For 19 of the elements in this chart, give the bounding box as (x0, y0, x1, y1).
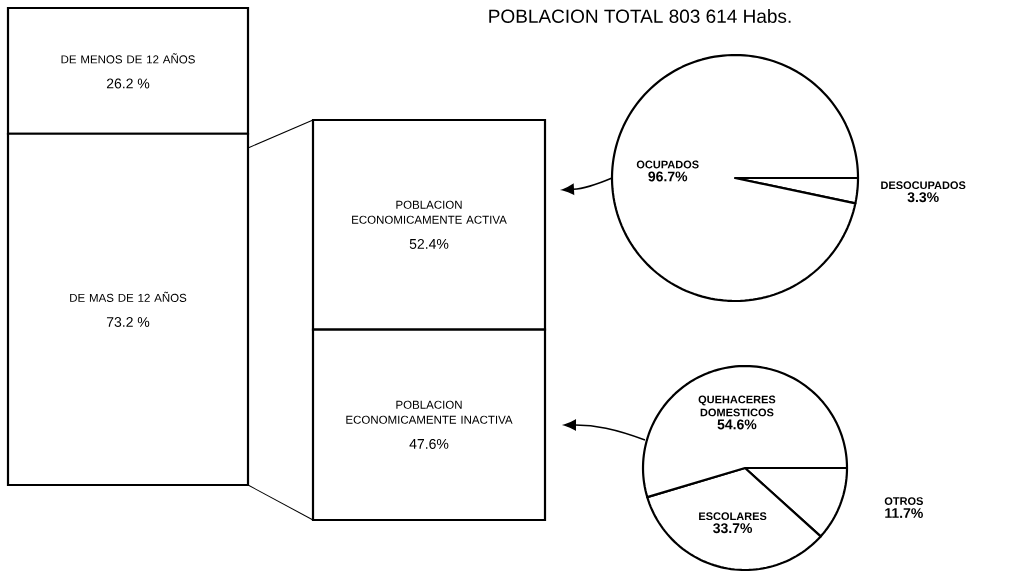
data-label: 3.3% (907, 192, 939, 203)
data-label: 96.7% (648, 171, 688, 182)
slice-label: QUEHACERES DOMESTICOS (698, 395, 776, 417)
slice-label: OCUPADOS (636, 160, 699, 169)
series-label: DE MAS DE 12 AÑOS (70, 291, 187, 302)
series-label: DE MENOS DE 12 AÑOS (61, 53, 195, 64)
data-label: 33.7% (713, 523, 753, 534)
data-label: 54.6% (717, 419, 757, 430)
series-label: POBLACION ECONOMICAMENTE INACTIVA (346, 400, 513, 424)
data-label: 26.2 % (106, 78, 150, 89)
series-label: POBLACION ECONOMICAMENTE ACTIVA (352, 200, 507, 224)
slice-label: ESCOLARES (699, 512, 767, 521)
slice-label: DESOCUPADOS (881, 181, 966, 190)
data-label: 52.4% (409, 238, 449, 249)
chart-title: POBLACION TOTAL 803 614 Habs. (489, 9, 791, 23)
data-label: 47.6% (409, 438, 449, 449)
data-label: 73.2 % (106, 317, 150, 327)
data-label: 11.7% (885, 508, 923, 518)
slice-label: OTROS (884, 497, 923, 505)
